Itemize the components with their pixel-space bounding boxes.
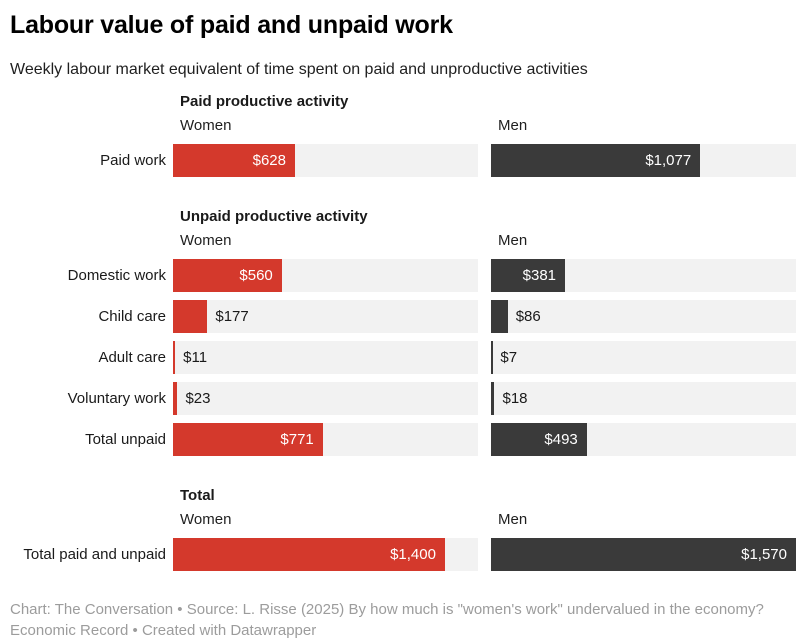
bar-value-label: $18 xyxy=(502,390,528,407)
chart-row: Total paid and unpaid $1,400 $1,570 xyxy=(10,538,796,571)
page-subtitle: Weekly labour market equivalent of time … xyxy=(10,61,588,78)
bar-pair: $1,400 $1,570 xyxy=(173,538,796,571)
column-header-men: Men xyxy=(498,232,528,249)
bar-track-women: $11 xyxy=(173,341,478,374)
category-label: Paid work xyxy=(100,152,166,169)
chart-row: Adult care $11 $7 xyxy=(10,341,796,374)
column-header-men: Men xyxy=(498,117,528,134)
bar-pair: $560 $381 xyxy=(173,259,796,292)
bar-value-label: $11 xyxy=(183,349,208,366)
chart-row: Voluntary work $23 $18 xyxy=(10,382,796,415)
bar-track-men: $18 xyxy=(491,382,796,415)
bar-value-label: $628 xyxy=(252,152,286,169)
bar-pair: $177 $86 xyxy=(173,300,796,333)
bar-women xyxy=(173,423,323,456)
bar-track-men: $86 xyxy=(491,300,796,333)
bar-value-label: $381 xyxy=(522,267,557,284)
bar-value-label: $23 xyxy=(185,390,211,407)
chart-row: Domestic work $560 $381 xyxy=(10,259,796,292)
category-label: Total paid and unpaid xyxy=(23,546,166,563)
section-title: Total xyxy=(180,487,215,504)
bar-women xyxy=(173,341,176,374)
bar-value-label: $771 xyxy=(280,431,314,448)
bar-women xyxy=(173,300,208,333)
bar-value-label: $177 xyxy=(215,308,249,325)
bar-pair: $23 $18 xyxy=(173,382,796,415)
category-label: Voluntary work xyxy=(67,390,166,407)
bar-track-men: $7 xyxy=(491,341,796,374)
column-header-women: Women xyxy=(180,511,232,528)
bar-track-women: $23 xyxy=(173,382,478,415)
bar-men xyxy=(491,341,493,374)
bar-value-label: $1,570 xyxy=(741,546,787,563)
bar-value-label: $7 xyxy=(500,349,518,366)
bar-men xyxy=(491,259,566,292)
column-headers: Women Men xyxy=(180,116,790,135)
chart-section: Paid productive activity Women Men Paid wor… xyxy=(10,92,796,177)
category-label: Total unpaid xyxy=(85,431,166,448)
bar-track-women: $1,400 xyxy=(173,538,478,571)
column-header-women: Women xyxy=(180,117,232,134)
chart-row: Paid work $628 $1,077 xyxy=(10,144,796,177)
bar-track-men: $1,077 xyxy=(491,144,796,177)
chart-row: Total unpaid $771 $493 xyxy=(10,423,796,456)
bar-value-label: $1,077 xyxy=(645,152,692,169)
chart: Paid productive activity Women Men Paid wor… xyxy=(10,92,796,571)
bar-men xyxy=(491,300,508,333)
bar-value-label: $560 xyxy=(239,267,273,284)
column-headers: Women Men xyxy=(180,510,790,529)
bar-men xyxy=(491,144,701,177)
bar-track-women: $177 xyxy=(173,300,478,333)
column-headers: Women Men xyxy=(180,231,790,250)
bar-pair: $11 $7 xyxy=(173,341,796,374)
bar-men xyxy=(491,382,495,415)
bar-track-men: $493 xyxy=(491,423,796,456)
category-label: Adult care xyxy=(98,349,166,366)
bar-women xyxy=(173,382,178,415)
bar-value-label: $493 xyxy=(544,431,578,448)
bar-track-women: $771 xyxy=(173,423,478,456)
category-label: Child care xyxy=(98,308,166,325)
page-title: Labour value of paid and unpaid work xyxy=(10,11,453,39)
column-header-men: Men xyxy=(498,511,528,528)
chart-section: Total Women Men Total paid and unpaid $1,400… xyxy=(10,486,796,571)
bar-track-women: $628 xyxy=(173,144,478,177)
bar-women xyxy=(173,144,295,177)
column-header-women: Women xyxy=(180,232,232,249)
bar-pair: $771 $493 xyxy=(173,423,796,456)
bar-track-women: $560 xyxy=(173,259,478,292)
chart-footer-attribution: Chart: The Conversation • Source: L. Ris… xyxy=(10,601,764,639)
chart-section: Unpaid productive activity Women Men Domest… xyxy=(10,207,796,456)
section-title: Paid productive activity xyxy=(180,93,349,110)
bar-value-label: $1,400 xyxy=(390,546,436,563)
bar-track-men: $381 xyxy=(491,259,796,292)
section-title: Unpaid productive activity xyxy=(180,208,368,225)
bar-men xyxy=(491,423,587,456)
bar-pair: $628 $1,077 xyxy=(173,144,796,177)
bar-value-label: $86 xyxy=(515,308,541,325)
bar-women xyxy=(173,259,282,292)
chart-sections: Paid productive activity Women Men Paid wor… xyxy=(10,92,796,571)
chart-row: Child care $177 $86 xyxy=(10,300,796,333)
bar-men xyxy=(491,538,796,571)
category-label: Domestic work xyxy=(67,267,166,284)
bar-women xyxy=(173,538,445,571)
bar-track-men: $1,570 xyxy=(491,538,796,571)
